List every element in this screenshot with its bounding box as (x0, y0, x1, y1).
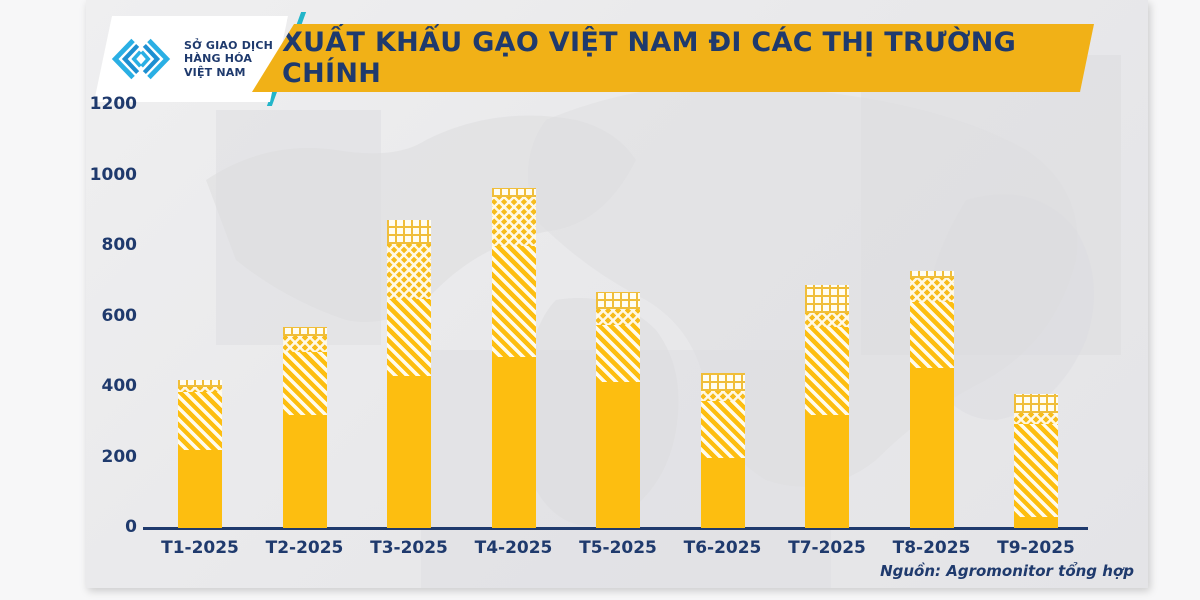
y-axis-tick-label: 1200 (89, 94, 137, 114)
mxv-logo-card: SỞ GIAO DỊCH HÀNG HÓA VIỆT NAM (94, 16, 288, 102)
bar-segment-grid-T8-2025 (909, 271, 954, 278)
title-banner: XUẤT KHẨU GẠO VIỆT NAM ĐI CÁC THỊ TRƯỜNG… (252, 24, 1094, 92)
bar-segment-diagonal-T4-2025 (491, 246, 536, 357)
x-axis-label: T1-2025 (161, 538, 239, 558)
logo-line-1: SỞ GIAO DỊCH (183, 39, 274, 53)
bar-segment-checker-T4-2025 (491, 197, 536, 246)
bar-segment-solid-T3-2025 (387, 376, 431, 528)
bar-segment-grid-T3-2025 (387, 220, 431, 244)
x-axis-label: T4-2025 (474, 538, 553, 558)
x-axis-label: T6-2025 (683, 538, 762, 558)
y-axis-tick-label: 800 (101, 235, 138, 255)
bar-segment-diagonal-T5-2025 (596, 325, 640, 382)
x-axis-label: T9-2025 (997, 538, 1075, 558)
bar-segment-grid-T2-2025 (282, 327, 327, 336)
bar-segment-diagonal-T1-2025 (178, 392, 222, 450)
x-axis-label: T7-2025 (788, 538, 866, 558)
bar-segment-checker-T7-2025 (805, 313, 849, 327)
bar-segment-grid-T5-2025 (596, 292, 640, 309)
y-axis-tick-label: 200 (101, 446, 138, 467)
bar-segment-checker-T5-2025 (596, 309, 640, 325)
page-title: XUẤT KHẨU GẠO VIỆT NAM ĐI CÁC THỊ TRƯỜNG… (282, 27, 1017, 89)
source-credit: Nguồn: Agromonitor tổng hợp (880, 562, 1134, 580)
bar-segment-solid-T1-2025 (178, 450, 222, 528)
bar-segment-checker-T9-2025 (1014, 413, 1058, 424)
x-axis-label: T5-2025 (579, 538, 657, 558)
x-axis-label: T3-2025 (370, 538, 448, 558)
bar-segment-solid-T2-2025 (282, 415, 327, 528)
mxv-logo-text: SỞ GIAO DỊCH HÀNG HÓA VIỆT NAM (184, 39, 273, 79)
x-axis-label: T8-2025 (892, 538, 971, 558)
bar-segment-checker-T8-2025 (909, 278, 954, 302)
bar-segment-diagonal-T2-2025 (282, 352, 327, 415)
bar-segment-diagonal-T7-2025 (805, 327, 849, 415)
x-axis-label: T2-2025 (265, 538, 344, 558)
bar-segment-diagonal-T9-2025 (1014, 424, 1058, 517)
bar-segment-grid-T9-2025 (1014, 394, 1058, 413)
bar-segment-checker-T6-2025 (700, 391, 745, 401)
bar-segment-solid-T9-2025 (1014, 517, 1058, 528)
logo-line-2: HÀNG HÓA (183, 52, 253, 66)
y-axis-tick-label: 1000 (89, 164, 137, 185)
y-axis-tick-label: 0 (125, 517, 137, 537)
bar-segment-solid-T7-2025 (805, 415, 849, 528)
bar-segment-diagonal-T3-2025 (387, 299, 431, 376)
bar-segment-diagonal-T6-2025 (700, 401, 745, 458)
bar-segment-grid-T4-2025 (491, 188, 536, 197)
mxv-chevrons-icon (105, 35, 177, 83)
y-axis-tick-label: 400 (101, 376, 138, 396)
bar-segment-grid-T1-2025 (178, 380, 222, 387)
x-axis-line (143, 527, 1088, 530)
bar-segment-solid-T8-2025 (909, 368, 954, 528)
logo-line-3: VIỆT NAM (183, 65, 246, 79)
bar-segment-diagonal-T8-2025 (909, 302, 954, 368)
bar-segment-solid-T6-2025 (700, 458, 745, 528)
bar-segment-solid-T5-2025 (596, 382, 640, 528)
bar-segment-checker-T1-2025 (178, 387, 222, 392)
bar-segment-checker-T3-2025 (387, 244, 431, 299)
bar-segment-grid-T7-2025 (805, 285, 849, 313)
bar-segment-checker-T2-2025 (282, 336, 327, 352)
bar-segment-grid-T6-2025 (700, 373, 745, 391)
bar-segment-solid-T4-2025 (491, 357, 536, 528)
y-axis-tick-label: 600 (101, 305, 138, 326)
